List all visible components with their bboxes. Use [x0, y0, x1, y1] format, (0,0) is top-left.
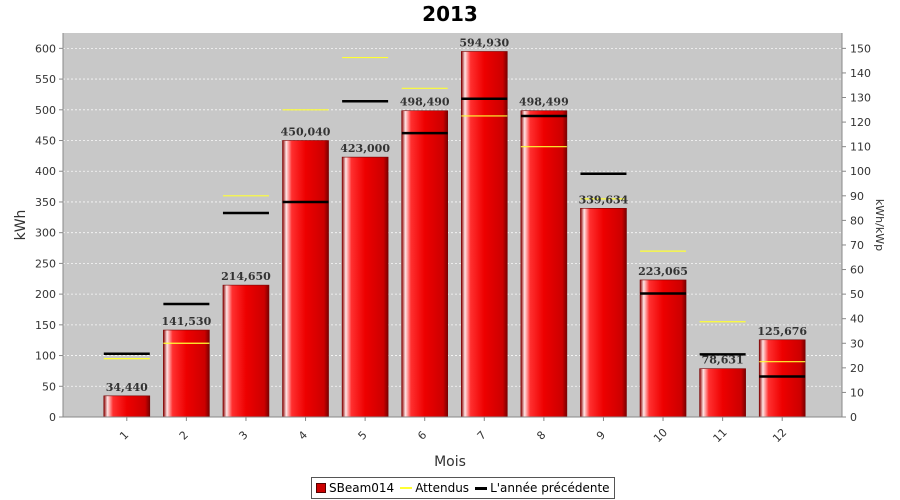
y-axis-label: kWh — [13, 210, 29, 241]
legend-item-attendus: Attendus — [400, 481, 469, 495]
data-label-month-1: 34,440 — [106, 381, 148, 394]
legend-swatch-bars — [316, 483, 326, 493]
y-tick-label: 550 — [35, 73, 56, 86]
bar-month-6 — [401, 110, 449, 418]
bar-month-1 — [103, 395, 151, 418]
y2-tick-label: 120 — [850, 116, 871, 129]
legend-label-previous: L'année précédente — [490, 481, 610, 495]
data-label-month-3: 214,650 — [221, 270, 271, 283]
legend-swatch-attendus — [400, 487, 413, 489]
legend-swatch-previous — [475, 486, 488, 490]
bar-month-12 — [758, 339, 806, 418]
y-tick-label: 100 — [35, 350, 56, 363]
x-axis-label: Mois — [434, 454, 466, 470]
legend-label-bars: SBeam014 — [329, 481, 395, 495]
data-label-month-11: 78,631 — [702, 354, 744, 367]
legend-item-bars: SBeam014 — [316, 481, 394, 495]
data-label-month-9: 339,634 — [579, 193, 629, 206]
y2-tick-label: 50 — [850, 288, 864, 301]
bars — [103, 51, 806, 418]
y2-tick-label: 70 — [850, 239, 864, 252]
y-tick-label: 300 — [35, 227, 56, 240]
data-label-month-4: 450,040 — [281, 125, 331, 138]
y-tick-label: 0 — [49, 411, 56, 424]
y2-tick-label: 20 — [850, 362, 864, 375]
bar-month-9 — [580, 208, 627, 418]
x-tick-label-4: 4 — [296, 428, 310, 442]
y-tick-label: 200 — [35, 288, 56, 301]
y-tick-label: 400 — [35, 165, 56, 178]
x-tick-label-5: 5 — [356, 428, 370, 442]
x-tick-label-8: 8 — [534, 428, 548, 442]
data-label-month-10: 223,065 — [638, 265, 688, 278]
data-label-month-5: 423,000 — [340, 142, 390, 155]
markers — [103, 56, 806, 378]
data-label-month-6: 498,490 — [400, 96, 450, 109]
x-tick-label-9: 9 — [594, 428, 608, 442]
y2-tick-label: 0 — [850, 411, 857, 424]
y2-axis-label: kWh/kWp — [873, 199, 886, 251]
y2-tick-label: 10 — [850, 386, 864, 399]
x-tick-label-7: 7 — [475, 428, 489, 442]
data-label-month-2: 141,530 — [161, 315, 211, 328]
legend-label-attendus: Attendus — [415, 481, 470, 495]
bar-month-4 — [282, 140, 329, 418]
x-tick-label-12: 12 — [770, 426, 789, 445]
y2-tick-label: 110 — [850, 141, 871, 154]
y2-tick-label: 100 — [850, 165, 871, 178]
bar-month-5 — [341, 156, 389, 418]
bar-month-3 — [222, 284, 270, 418]
bar-month-10 — [639, 279, 687, 418]
x-tick-label-2: 2 — [177, 428, 191, 442]
data-label-month-12: 125,676 — [757, 325, 807, 338]
y2-tick-label: 30 — [850, 337, 864, 350]
y2-tick-label: 140 — [850, 67, 871, 80]
y2-tick-label: 150 — [850, 42, 871, 55]
data-label-month-7: 594,930 — [459, 36, 509, 49]
y-tick-label: 250 — [35, 257, 56, 270]
y2-tick-label: 80 — [850, 214, 864, 227]
x-tick-label-10: 10 — [651, 426, 670, 445]
legend-item-previous: L'année précédente — [475, 481, 610, 495]
y2-tick-label: 130 — [850, 92, 871, 105]
x-tick-label-1: 1 — [117, 428, 131, 442]
chart-title: 2013 — [422, 2, 478, 26]
y2-tick-label: 90 — [850, 190, 864, 203]
y2-tick-label: 60 — [850, 264, 864, 277]
data-label-month-8: 498,499 — [519, 96, 569, 109]
x-tick-label-3: 3 — [236, 428, 250, 442]
y2-tick-label: 40 — [850, 313, 864, 326]
legend: SBeam014 Attendus L'année précédente — [311, 477, 615, 499]
y-tick-label: 350 — [35, 196, 56, 209]
y-tick-label: 450 — [35, 135, 56, 148]
bar-month-2 — [163, 329, 210, 418]
y-tick-label: 50 — [42, 380, 56, 393]
bar-month-8 — [520, 110, 568, 418]
bar-month-11 — [699, 368, 746, 418]
y-tick-label: 150 — [35, 319, 56, 332]
y-tick-label: 600 — [35, 42, 56, 55]
x-tick-label-6: 6 — [415, 428, 429, 442]
x-tick-label-11: 11 — [711, 426, 730, 445]
y-tick-label: 500 — [35, 104, 56, 117]
bar-month-7 — [460, 51, 508, 418]
data-labels: 34,440 141,530 214,650 450,040 423,000 498,49… — [106, 36, 808, 393]
